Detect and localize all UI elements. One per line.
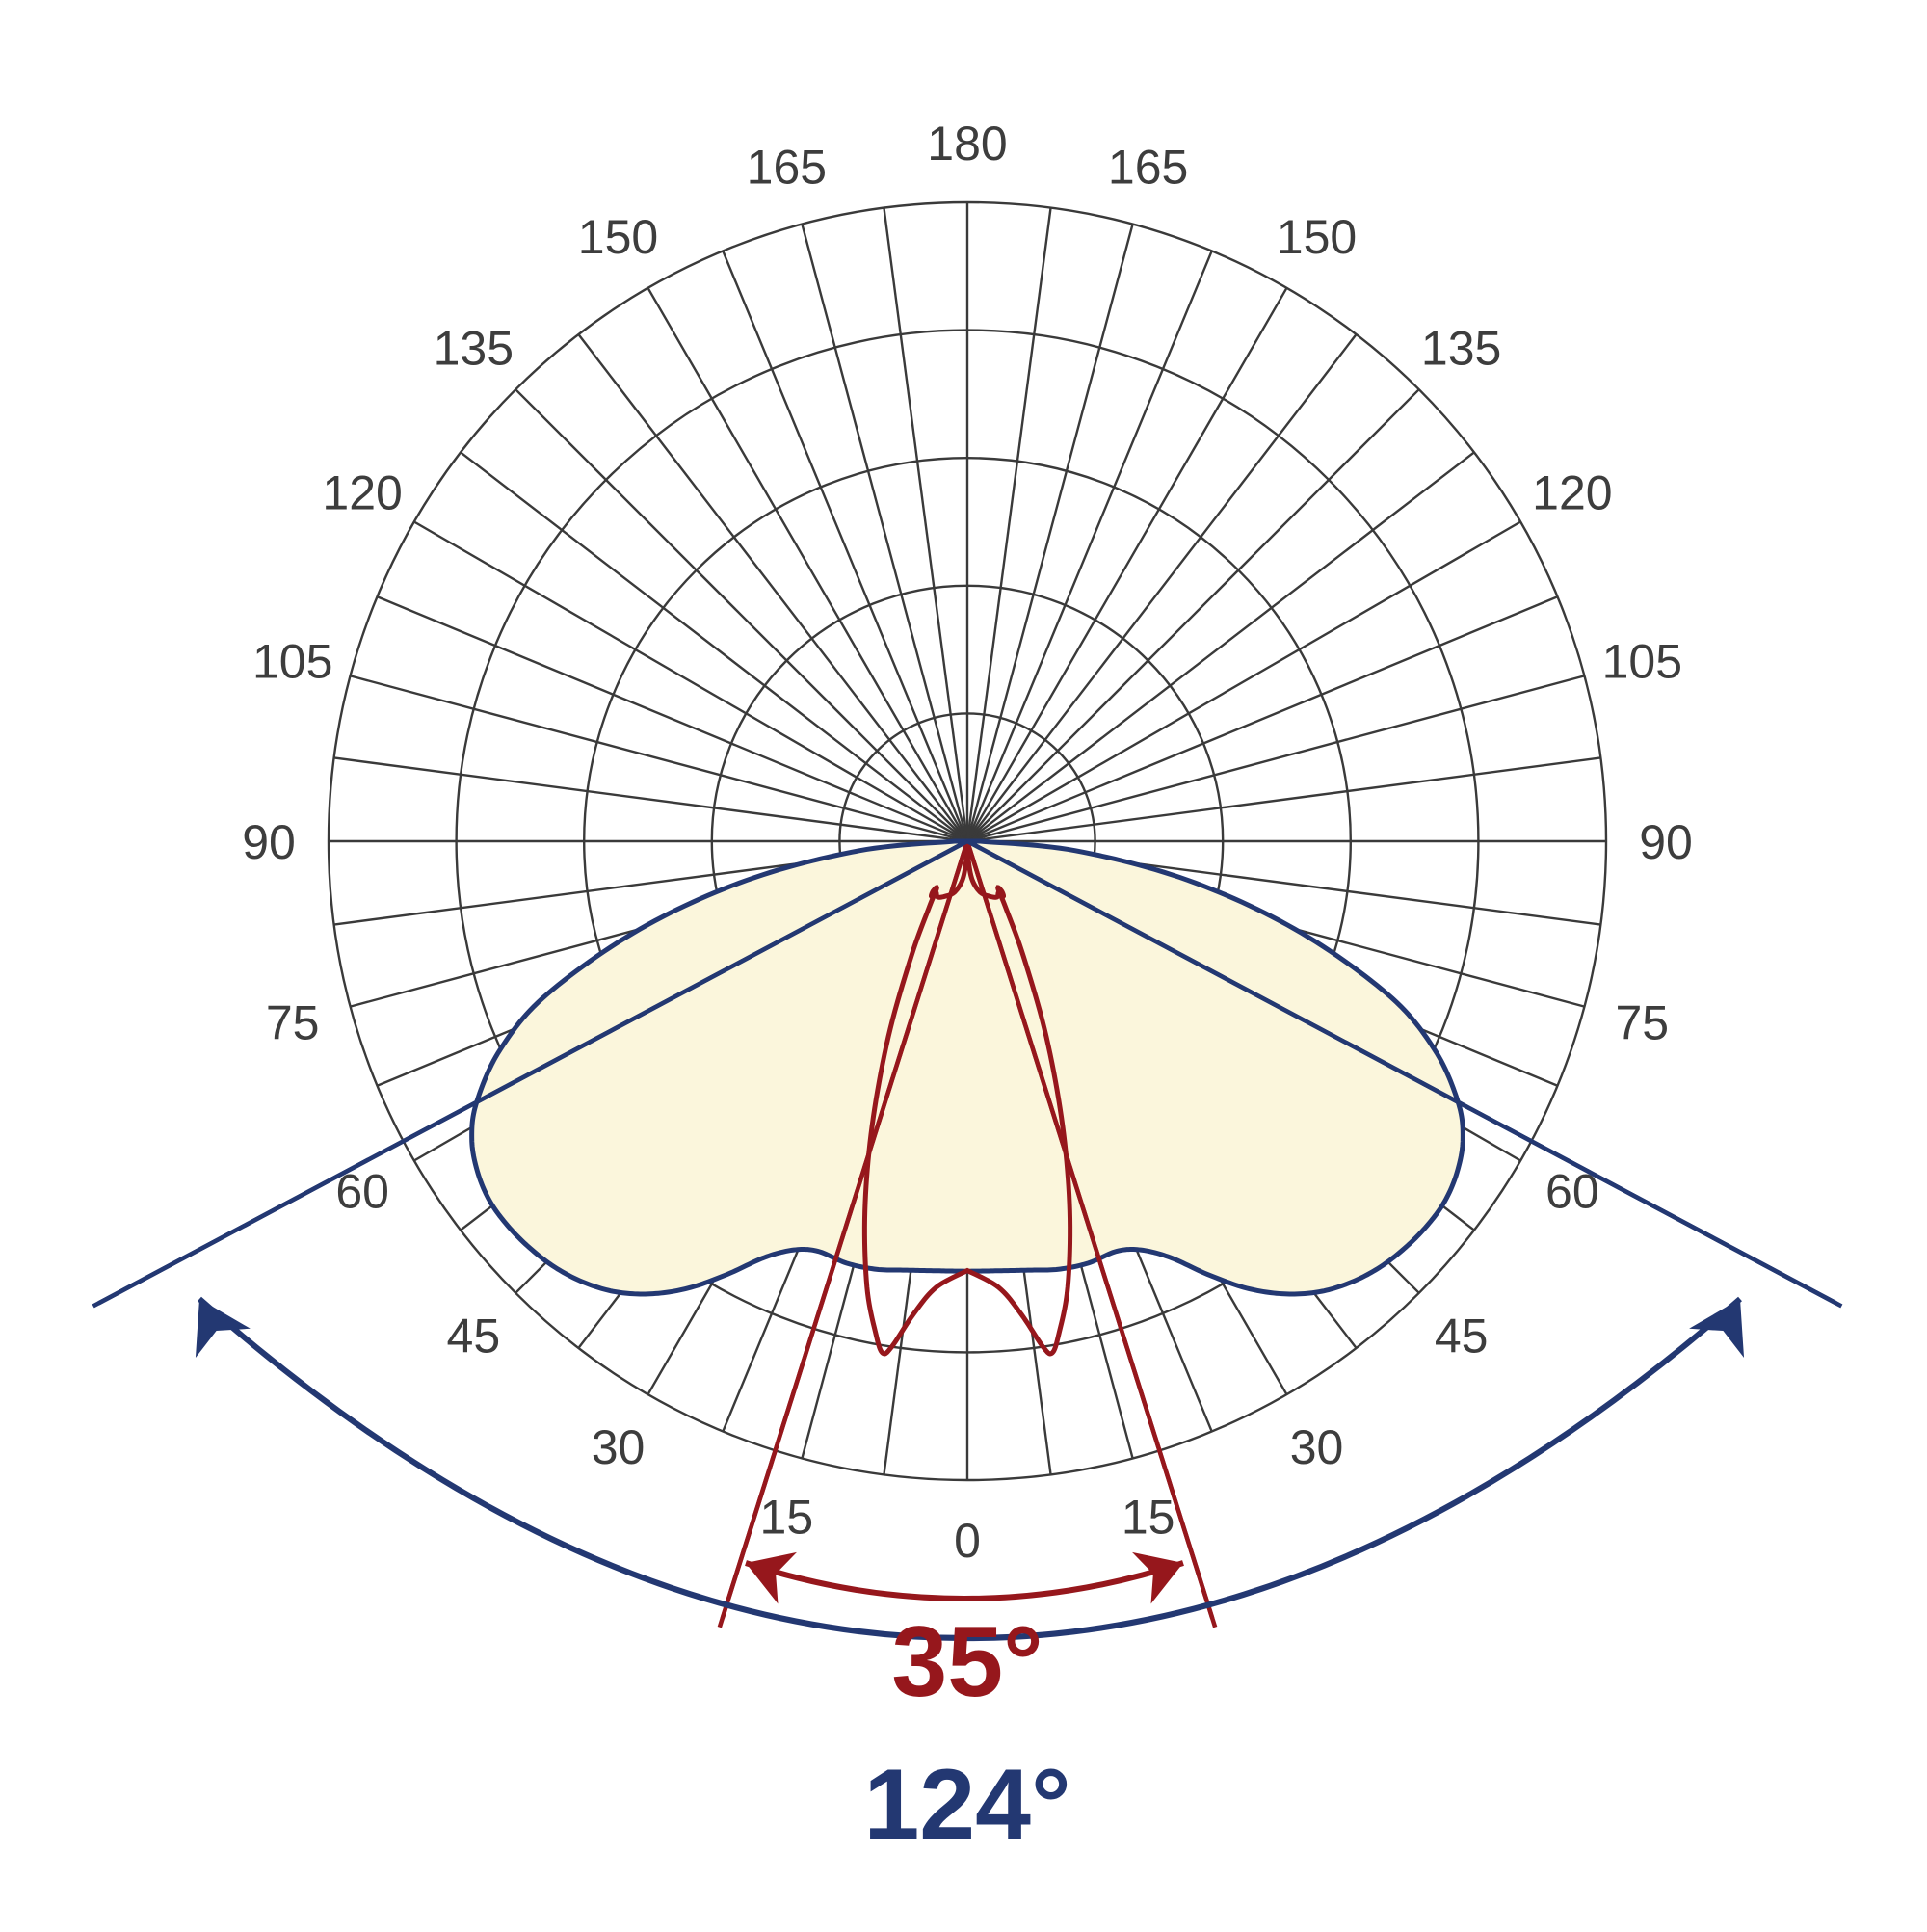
svg-text:90: 90 <box>1639 815 1693 869</box>
svg-text:135: 135 <box>1421 321 1501 375</box>
svg-text:45: 45 <box>447 1310 501 1363</box>
svg-text:105: 105 <box>1602 634 1682 688</box>
svg-text:15: 15 <box>1122 1490 1175 1544</box>
svg-text:0: 0 <box>954 1514 981 1568</box>
svg-text:135: 135 <box>434 321 514 375</box>
svg-text:150: 150 <box>1277 210 1357 264</box>
svg-text:180: 180 <box>927 117 1007 171</box>
svg-text:165: 165 <box>747 141 827 195</box>
svg-text:75: 75 <box>1615 996 1669 1050</box>
svg-text:35°: 35° <box>891 1606 1043 1718</box>
svg-text:75: 75 <box>266 996 320 1050</box>
svg-text:15: 15 <box>760 1490 814 1544</box>
svg-text:120: 120 <box>1532 466 1612 520</box>
svg-text:30: 30 <box>1290 1420 1344 1474</box>
svg-text:30: 30 <box>592 1420 646 1474</box>
svg-text:120: 120 <box>322 466 402 520</box>
svg-text:124°: 124° <box>863 1749 1070 1861</box>
svg-text:45: 45 <box>1435 1310 1489 1363</box>
svg-text:105: 105 <box>252 634 332 688</box>
svg-text:150: 150 <box>578 210 658 264</box>
svg-text:90: 90 <box>242 815 296 869</box>
svg-text:165: 165 <box>1108 141 1188 195</box>
